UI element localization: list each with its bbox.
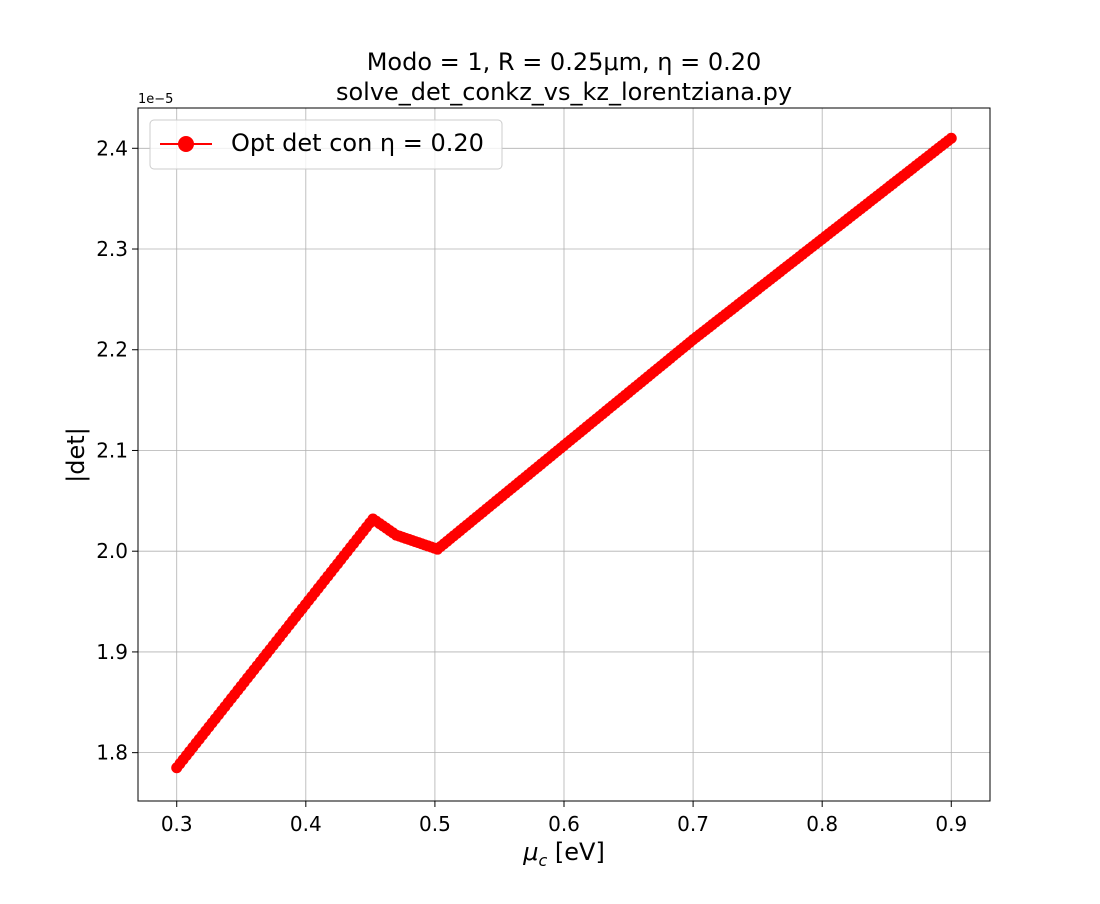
y-offset-text: 1e−5	[138, 92, 173, 107]
y-tick-label: 1.8	[96, 741, 128, 765]
y-tick-label: 2.1	[96, 438, 128, 462]
legend-marker-swatch	[178, 136, 194, 152]
legend: Opt det con η = 0.20	[149, 119, 503, 170]
x-tick-label: 0.7	[677, 812, 709, 836]
x-tick-label: 0.4	[290, 812, 322, 836]
grid-layer	[138, 108, 990, 801]
legend-box	[149, 119, 503, 170]
legend-label: Opt det con η = 0.20	[231, 129, 484, 157]
x-tick-label: 0.5	[419, 812, 451, 836]
data-point	[945, 132, 957, 144]
x-axis-label-rest: [eV]	[547, 838, 605, 866]
tick-layer: 0.3 0.4 0.5 0.6 0.7 0.8 0.9 1.8 1.9 2.0 2.1 2.2 2.3 2…	[96, 136, 967, 836]
series-layer	[171, 132, 957, 774]
y-tick-label: 2.2	[96, 338, 128, 362]
y-axis-label: |det|	[62, 427, 90, 483]
x-tick-label: 0.3	[161, 812, 193, 836]
x-tick-label: 0.8	[806, 812, 838, 836]
x-tick-label: 0.6	[548, 812, 580, 836]
y-tick-label: 2.0	[96, 539, 128, 563]
x-tick-label: 0.9	[935, 812, 967, 836]
series-markers	[171, 132, 957, 774]
x-axis-label-mu: μ	[522, 838, 538, 866]
y-tick-label: 2.3	[96, 237, 128, 261]
x-axis-label-sub: c	[538, 851, 547, 870]
chart-title-line2: solve_det_conkz_vs_kz_lorentziana.py	[336, 78, 792, 106]
chart-title-line1: Modo = 1, R = 0.25μm, η = 0.20	[367, 48, 762, 76]
y-tick-label: 2.4	[96, 136, 128, 160]
x-axis-label: μc [eV]	[522, 838, 605, 870]
y-tick-label: 1.9	[96, 640, 128, 664]
